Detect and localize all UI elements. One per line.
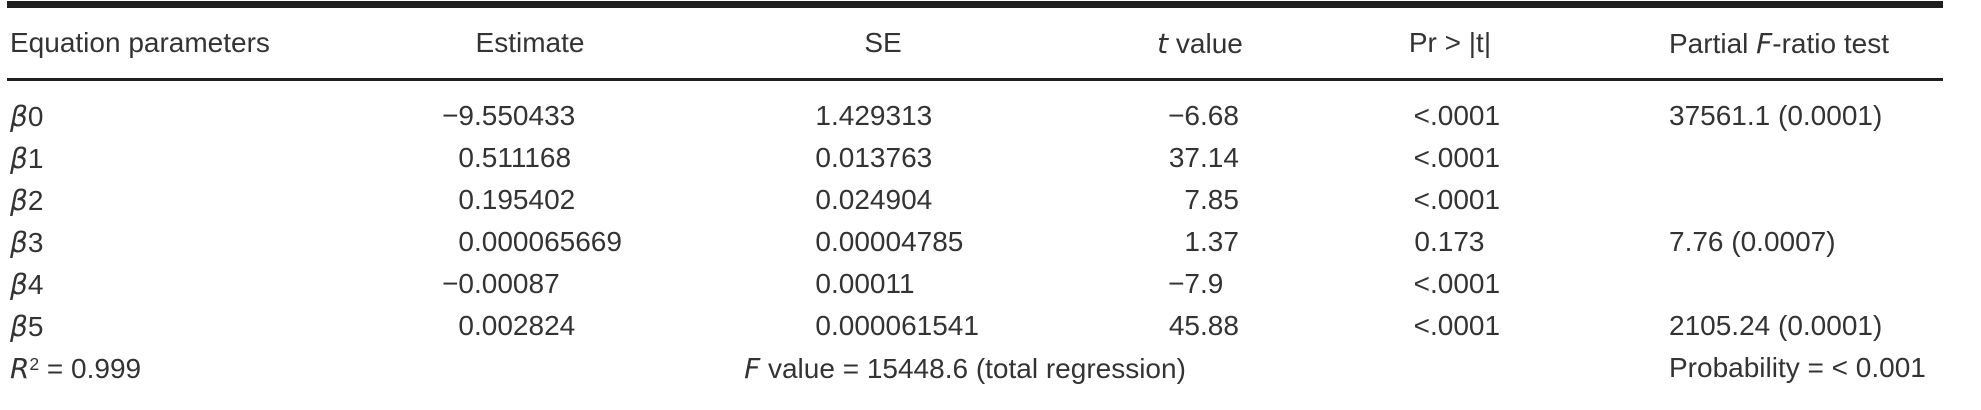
t-italic: t — [1157, 26, 1169, 60]
t-value: 7.85 — [1184, 184, 1239, 215]
header-row: Equation parameters Estimate SE t value … — [7, 4, 1943, 81]
col-header-t-value: t value — [1060, 4, 1340, 81]
probability-value: Probability = < 0.001 — [1669, 352, 1926, 383]
partial-f-value: 7.76 (0.0007) — [1669, 226, 1836, 257]
col-header-partial-f: Partial F-ratio test — [1560, 4, 1943, 81]
se-value: 0.00011 — [815, 268, 915, 299]
partial-f-value: 2105.24 (0.0001) — [1669, 310, 1883, 341]
parameter-label: β4 — [7, 263, 370, 305]
equation-parameters-table: Equation parameters Estimate SE t value … — [7, 1, 1943, 389]
beta-index: 3 — [27, 226, 44, 258]
partial-f-value — [1560, 179, 1943, 221]
pr-value: <.0001 — [1413, 310, 1501, 341]
r-squared-exponent: 2 — [29, 353, 40, 374]
beta-symbol: β — [10, 183, 28, 217]
parameter-label: β5 — [7, 305, 370, 347]
beta-index: 1 — [27, 142, 44, 174]
t-value: 45.88 — [1168, 310, 1239, 341]
estimate-value: 0.195402 — [458, 184, 576, 215]
table-row: β5 0.002824 0.000061541 45.88 <.0001 210… — [7, 305, 1943, 347]
estimate-value: −0.00087 — [442, 268, 560, 299]
t-value: −7.9 — [1168, 268, 1224, 299]
beta-index: 0 — [27, 100, 44, 132]
col-header-parameters: Equation parameters — [7, 4, 370, 81]
table-row: β3 0.000065669 0.00004785 1.37 0.173 7.7… — [7, 221, 1943, 263]
t-value: 1.37 — [1184, 226, 1239, 257]
regression-table: Equation parameters Estimate SE t value … — [7, 1, 1943, 389]
r-italic: R — [10, 351, 30, 385]
estimate-value: 0.511168 — [458, 142, 572, 173]
parameter-label: β0 — [7, 80, 370, 138]
partial-f-value: 37561.1 (0.0001) — [1669, 100, 1883, 131]
partial-f-value — [1560, 263, 1943, 305]
table-row: β4 −0.00087 0.00011 −7.9 <.0001 — [7, 263, 1943, 305]
pr-value: <.0001 — [1413, 100, 1501, 131]
pr-value: <.0001 — [1413, 268, 1501, 299]
se-value: 0.00004785 — [815, 226, 964, 257]
estimate-value: 0.002824 — [458, 310, 576, 341]
beta-symbol: β — [10, 225, 28, 259]
col-header-pr: Pr > |t| — [1340, 4, 1560, 81]
beta-index: 5 — [27, 310, 44, 342]
parameter-label: β1 — [7, 137, 370, 179]
f-italic: F — [744, 351, 761, 385]
pr-value: 0.173 — [1414, 226, 1485, 257]
beta-symbol: β — [10, 309, 28, 343]
beta-symbol: β — [10, 267, 28, 301]
se-value: 0.000061541 — [815, 310, 979, 341]
beta-index: 4 — [27, 268, 44, 300]
se-value: 0.024904 — [815, 184, 933, 215]
table-row: β1 0.511168 0.013763 37.14 <.0001 — [7, 137, 1943, 179]
r-squared-value: R2 = 0.999 — [10, 351, 142, 385]
se-value: 1.429313 — [815, 100, 933, 131]
table-row: β2 0.195402 0.024904 7.85 <.0001 — [7, 179, 1943, 221]
beta-symbol: β — [10, 141, 28, 175]
pr-value: <.0001 — [1413, 142, 1501, 173]
estimate-value: 0.000065669 — [458, 226, 622, 257]
t-value: 37.14 — [1168, 142, 1239, 173]
estimate-value: −9.550433 — [442, 100, 576, 131]
f-italic: F — [1756, 26, 1773, 60]
f-value-total-regression: F value = 15448.6 (total regression) — [744, 351, 1186, 385]
parameter-label: β2 — [7, 179, 370, 221]
footer-row: R2 = 0.999 F value = 15448.6 (total regr… — [7, 347, 1943, 389]
col-header-se: SE — [660, 4, 1060, 81]
pr-value: <.0001 — [1413, 184, 1501, 215]
partial-f-value — [1560, 137, 1943, 179]
beta-index: 2 — [27, 184, 44, 216]
beta-symbol: β — [10, 99, 28, 133]
table-row: β0 −9.550433 1.429313 −6.68 <.0001 37561… — [7, 80, 1943, 138]
t-value: −6.68 — [1168, 100, 1239, 131]
se-value: 0.013763 — [815, 142, 933, 173]
parameter-label: β3 — [7, 221, 370, 263]
col-header-estimate: Estimate — [370, 4, 660, 81]
